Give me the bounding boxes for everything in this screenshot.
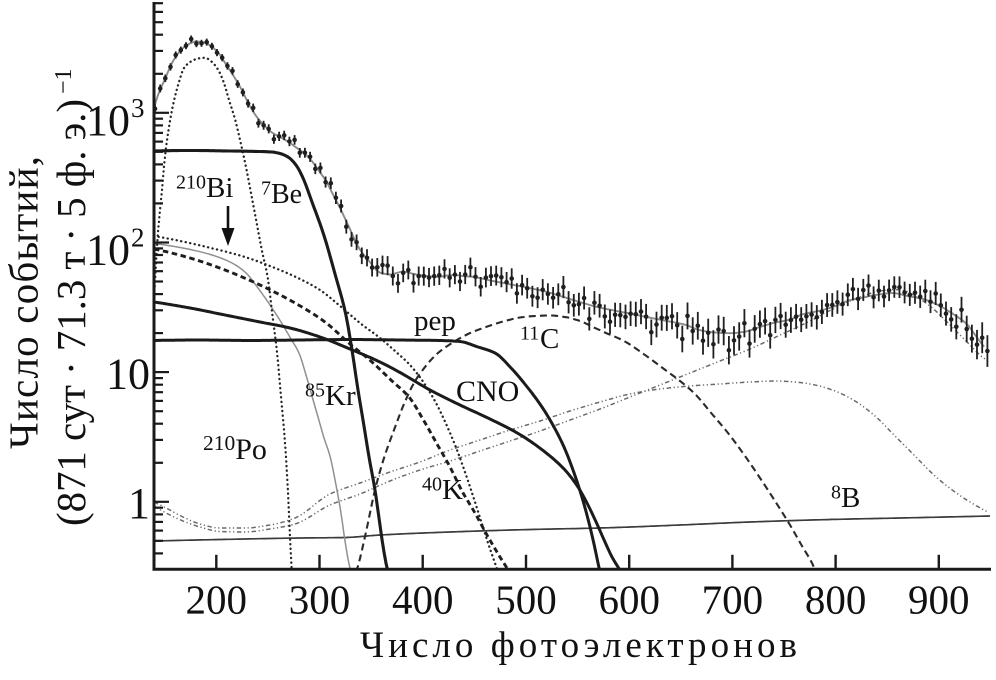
svg-text:Be: Be	[271, 179, 302, 210]
svg-text:85: 85	[305, 379, 325, 401]
svg-text:10: 10	[86, 226, 130, 275]
svg-text:(871 сут · 71.3 т · 5 ф. э.): (871 сут · 71.3 т · 5 ф. э.)	[48, 99, 94, 526]
svg-text:1: 1	[128, 479, 150, 528]
svg-text:−1: −1	[51, 68, 77, 94]
svg-text:Bi: Bi	[206, 172, 233, 204]
svg-text:8: 8	[831, 481, 841, 503]
svg-text:10: 10	[86, 96, 130, 145]
svg-text:700: 700	[702, 577, 764, 623]
svg-text:210: 210	[203, 431, 235, 455]
svg-text:3: 3	[131, 93, 145, 123]
svg-text:900: 900	[908, 577, 970, 623]
svg-text:600: 600	[598, 577, 660, 623]
svg-text:210: 210	[176, 171, 206, 193]
svg-text:Kr: Kr	[325, 380, 356, 412]
svg-text:CNO: CNO	[456, 375, 519, 408]
svg-text:11: 11	[520, 322, 539, 344]
svg-text:400: 400	[392, 577, 454, 623]
svg-text:200: 200	[186, 577, 248, 623]
svg-text:Po: Po	[235, 433, 267, 466]
svg-text:pep: pep	[414, 305, 456, 337]
svg-text:C: C	[540, 323, 559, 355]
svg-text:Число фотоэлектронов: Число фотоэлектронов	[360, 625, 797, 666]
svg-text:Число событий,: Число событий,	[1, 156, 47, 449]
svg-text:300: 300	[289, 577, 351, 623]
svg-text:10: 10	[106, 350, 150, 399]
svg-text:500: 500	[495, 577, 557, 623]
svg-text:2: 2	[131, 223, 145, 253]
svg-text:800: 800	[805, 577, 867, 623]
svg-text:K: K	[442, 474, 463, 506]
svg-text:40: 40	[422, 473, 442, 495]
svg-text:7: 7	[261, 178, 271, 200]
svg-text:B: B	[841, 482, 860, 514]
